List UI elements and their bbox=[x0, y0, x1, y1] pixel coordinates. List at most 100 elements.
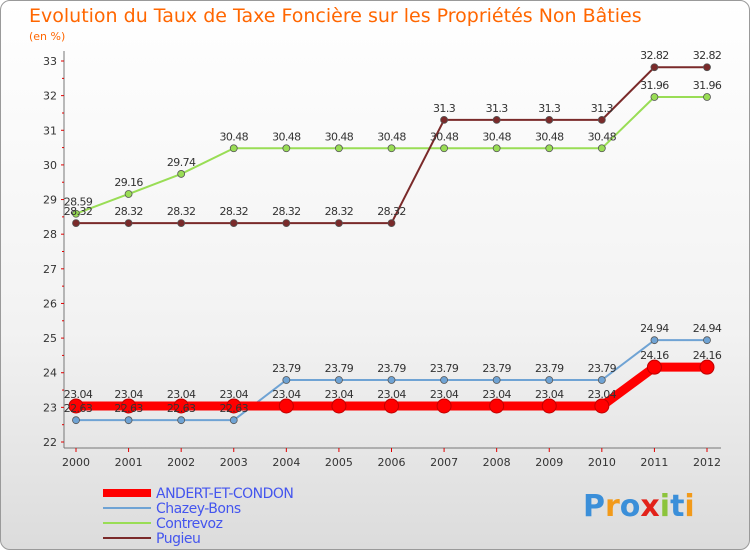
data-point bbox=[597, 376, 606, 384]
data-point bbox=[278, 398, 294, 414]
data-label: 23.04 bbox=[325, 388, 354, 401]
data-label: 24.94 bbox=[693, 322, 722, 335]
logo-letter: i bbox=[659, 489, 671, 524]
data-point bbox=[440, 115, 448, 124]
data-point bbox=[124, 190, 133, 198]
y-tick-label: 22 bbox=[43, 436, 57, 449]
legend-label: Contrevoz bbox=[156, 516, 223, 532]
data-label: 28.32 bbox=[114, 205, 143, 218]
data-point bbox=[541, 398, 557, 414]
x-tick-label: 2007 bbox=[430, 456, 458, 469]
data-label: 23.04 bbox=[64, 388, 93, 401]
data-label: 30.48 bbox=[325, 130, 354, 143]
x-tick-label: 2002 bbox=[167, 456, 195, 469]
data-point bbox=[335, 144, 343, 153]
x-tick-label: 2011 bbox=[640, 456, 668, 469]
y-tick-label: 32 bbox=[43, 90, 57, 103]
data-point bbox=[72, 209, 80, 218]
data-label: 32.82 bbox=[693, 49, 722, 62]
data-label: 28.32 bbox=[220, 205, 249, 218]
data-point bbox=[173, 398, 189, 414]
data-point bbox=[177, 416, 186, 425]
data-point bbox=[387, 376, 396, 384]
data-label: 30.48 bbox=[535, 130, 564, 143]
data-point bbox=[545, 376, 554, 384]
data-point bbox=[124, 416, 133, 425]
data-point bbox=[229, 416, 238, 425]
data-label: 22.63 bbox=[167, 402, 196, 415]
data-label: 30.48 bbox=[482, 130, 511, 143]
data-point bbox=[699, 359, 715, 375]
data-point bbox=[121, 398, 137, 414]
data-label: 23.04 bbox=[167, 388, 196, 401]
data-point bbox=[68, 398, 84, 414]
data-label: 23.79 bbox=[325, 362, 354, 375]
data-point bbox=[229, 219, 238, 227]
data-label: 28.59 bbox=[64, 196, 93, 209]
data-point bbox=[703, 93, 711, 101]
data-label: 23.79 bbox=[535, 362, 564, 375]
y-tick-label: 25 bbox=[43, 332, 57, 345]
data-label: 31.3 bbox=[538, 102, 561, 115]
data-point bbox=[226, 398, 242, 414]
data-point bbox=[703, 63, 711, 72]
legend-label: Chazey-Bons bbox=[156, 501, 241, 517]
data-point bbox=[177, 170, 186, 178]
data-label: 30.48 bbox=[430, 130, 459, 143]
data-label: 23.04 bbox=[535, 388, 564, 401]
data-point bbox=[387, 219, 396, 227]
data-label: 22.63 bbox=[114, 402, 143, 415]
x-tick-label: 2003 bbox=[220, 456, 248, 469]
data-label: 23.04 bbox=[588, 388, 617, 401]
data-label: 23.04 bbox=[430, 388, 459, 401]
data-label: 24.16 bbox=[640, 349, 669, 362]
data-point bbox=[492, 144, 501, 153]
data-point bbox=[597, 144, 606, 153]
x-tick-label: 2008 bbox=[483, 456, 511, 469]
y-tick-label: 28 bbox=[43, 228, 57, 241]
data-label: 29.16 bbox=[114, 176, 143, 189]
chart-title: Evolution du Taux de Taxe Foncière sur l… bbox=[29, 5, 642, 27]
data-label: 28.32 bbox=[377, 205, 406, 218]
data-label: 23.79 bbox=[377, 362, 406, 375]
data-point bbox=[335, 219, 343, 227]
data-label: 31.96 bbox=[693, 79, 722, 92]
logo-letter: x bbox=[640, 489, 660, 524]
x-tick-label: 2004 bbox=[272, 456, 300, 469]
data-point bbox=[282, 219, 291, 227]
data-label: 30.48 bbox=[272, 130, 301, 143]
data-label: 32.82 bbox=[640, 49, 669, 62]
data-label: 23.04 bbox=[114, 388, 143, 401]
data-point bbox=[335, 376, 343, 384]
data-point bbox=[489, 398, 505, 414]
data-point bbox=[594, 398, 610, 414]
data-point bbox=[545, 144, 554, 153]
data-point bbox=[72, 416, 80, 425]
x-tick-label: 2001 bbox=[115, 456, 143, 469]
y-tick-label: 33 bbox=[43, 55, 57, 68]
data-label: 31.3 bbox=[591, 102, 614, 115]
x-tick-label: 2006 bbox=[378, 456, 406, 469]
x-tick-label: 2009 bbox=[535, 456, 563, 469]
x-tick-label: 2005 bbox=[325, 456, 353, 469]
data-label: 23.79 bbox=[272, 362, 301, 375]
x-tick-label: 2010 bbox=[588, 456, 616, 469]
data-point bbox=[282, 144, 291, 153]
logo-letter: o bbox=[619, 489, 641, 524]
data-point bbox=[703, 336, 711, 345]
data-label: 31.96 bbox=[640, 79, 669, 92]
data-label: 23.79 bbox=[482, 362, 511, 375]
data-label: 30.48 bbox=[588, 130, 617, 143]
data-point bbox=[331, 398, 347, 414]
data-label: 28.32 bbox=[64, 205, 93, 218]
proxiti-logo: Proxiti bbox=[583, 489, 695, 524]
data-point bbox=[436, 398, 452, 414]
data-label: 24.16 bbox=[693, 349, 722, 362]
data-point bbox=[545, 115, 554, 124]
data-point bbox=[646, 359, 662, 375]
data-label: 28.32 bbox=[325, 205, 354, 218]
data-label: 30.48 bbox=[220, 130, 249, 143]
y-unit-label: (en %) bbox=[29, 30, 66, 43]
